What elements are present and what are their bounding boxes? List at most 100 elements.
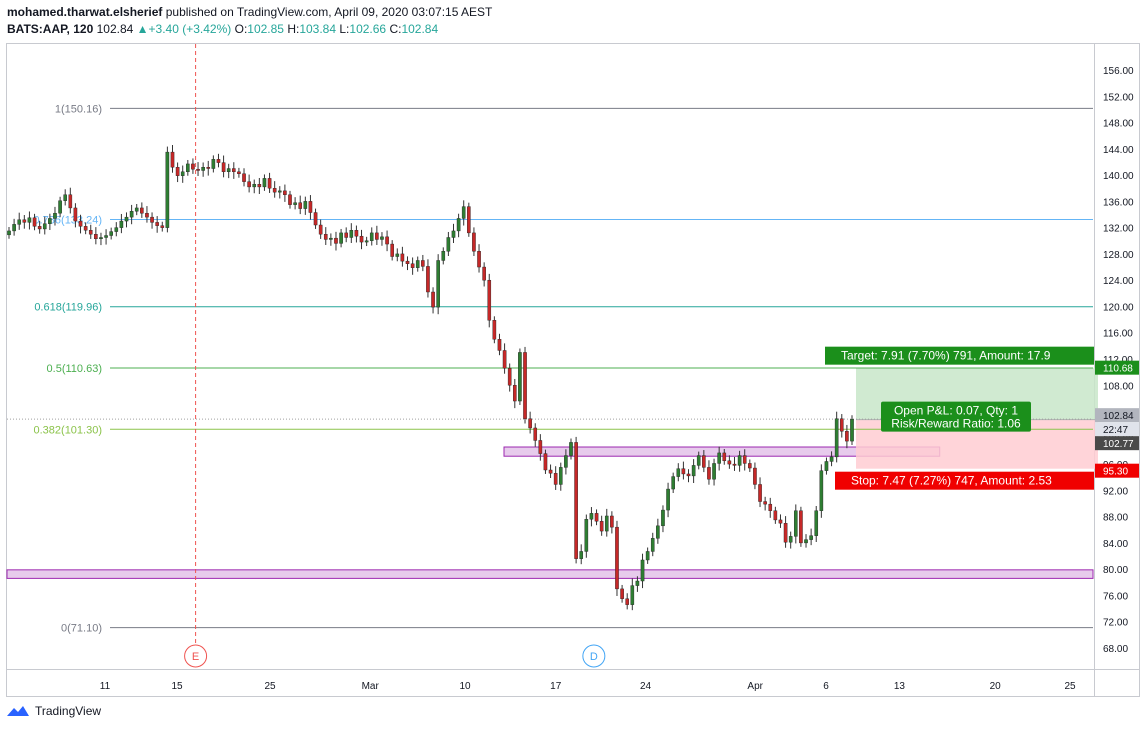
stop-price-tag-box [1095, 463, 1139, 478]
candle-body [584, 519, 589, 552]
candle-body [799, 510, 803, 544]
candle-body [834, 418, 839, 458]
candle-body [262, 178, 267, 188]
time-axis[interactable]: 11 15 25 Mar 10 17 24 Apr 6 13 20 25 [100, 681, 1076, 692]
open-label: O: [234, 22, 248, 36]
x-tick-label: 20 [990, 681, 1002, 692]
candle-body [257, 184, 262, 188]
candle-body [722, 452, 727, 462]
candle-body [410, 263, 415, 268]
event-label: E [192, 651, 199, 663]
candle-body [645, 551, 650, 561]
candle-body [94, 234, 98, 240]
author-name[interactable]: mohamed.tharwat.elsherief [7, 5, 163, 19]
candle-body [277, 190, 282, 193]
candle-body [839, 418, 844, 432]
candle-body [68, 194, 73, 209]
candle-body [375, 232, 379, 240]
y-tick-label: 124.00 [1103, 276, 1134, 287]
candle-body [472, 232, 476, 252]
x-tick-label: 15 [171, 681, 183, 692]
candle-body [329, 237, 333, 240]
candle-body [773, 510, 778, 521]
candle-body [436, 260, 440, 308]
y-tick-label: 92.00 [1103, 486, 1128, 497]
candle-body [63, 194, 67, 201]
candle-body [446, 237, 451, 252]
candle-body [696, 455, 701, 466]
pl-label: Open P&L: 0.07, Qty: 1 [894, 404, 1018, 418]
candle-body [405, 260, 410, 264]
supply-demand-zones [6, 446, 1094, 579]
candle-body [293, 202, 297, 205]
candle-body [579, 551, 584, 559]
y-tick-label: 156.00 [1103, 66, 1134, 77]
high-value: 103.84 [299, 22, 337, 36]
candle-body [548, 469, 553, 474]
y-tick-label: 144.00 [1103, 145, 1134, 156]
candle-body [150, 216, 154, 223]
candle-body [180, 171, 185, 176]
x-tick-label: 25 [1064, 681, 1076, 692]
candle-body [513, 385, 517, 402]
candle-body [661, 509, 665, 527]
candle-body [231, 168, 236, 173]
candle-body [461, 206, 466, 219]
y-tick-label: 72.00 [1103, 618, 1128, 629]
candle-body [415, 260, 420, 268]
price-tags: 110.68 102.84 22:47 102.77 95.30 [1095, 360, 1139, 478]
candle-body [635, 580, 640, 586]
y-tick-label: 68.00 [1103, 644, 1128, 655]
candle-body [298, 202, 303, 209]
fib-label: 0.618(119.96) [34, 302, 102, 314]
candle-body [528, 418, 532, 429]
candle-body [12, 224, 16, 232]
fibonacci-retracement[interactable]: 1(150.16)0.786(133.24)0.618(119.96)0.5(1… [7, 103, 1093, 635]
footer-brand[interactable]: TradingView [35, 704, 102, 718]
candle-body [395, 253, 400, 257]
candle-body [385, 236, 389, 245]
candle-body [313, 212, 318, 226]
candle-body [308, 201, 313, 213]
candle-body [104, 235, 108, 238]
candle-body [349, 230, 354, 238]
x-tick-label: 24 [640, 681, 652, 692]
y-tick-label: 132.00 [1103, 224, 1134, 235]
candle-body [753, 467, 757, 485]
candle-body [676, 468, 681, 477]
candle-body [400, 253, 405, 262]
candle-body [783, 523, 788, 543]
candle-body [656, 525, 660, 539]
candle-body [145, 212, 149, 218]
ohlc-line: BATS:AAP, 120 102.84 ▲+3.40 (+3.42%) O:1… [7, 21, 492, 38]
candle-body [441, 251, 446, 261]
y-tick-label: 112.00 [1103, 355, 1133, 366]
candle-body [242, 173, 246, 182]
candle-body [650, 538, 655, 552]
candle-body [814, 510, 819, 536]
candle-body [114, 227, 119, 232]
candle-body [272, 188, 277, 193]
x-tick-label: Mar [362, 681, 380, 692]
y-tick-label: 152.00 [1103, 92, 1134, 103]
fib-label: 0.5(110.63) [47, 363, 102, 375]
countdown-tag: 22:47 [1103, 425, 1128, 436]
candle-body [451, 230, 456, 238]
y-tick-label: 84.00 [1103, 539, 1128, 550]
fib-label: 1(150.16) [55, 103, 102, 115]
candle-body [497, 339, 502, 351]
candle-body [707, 467, 711, 480]
earnings-marker-icon [184, 644, 208, 668]
candle-body [359, 235, 364, 243]
candle-body [364, 240, 369, 243]
entry-price-tag-box [1095, 436, 1139, 451]
candle-body [267, 178, 272, 189]
candle-body [170, 151, 175, 168]
candle-body [742, 455, 747, 464]
candle-body [78, 220, 83, 227]
candle-body [538, 440, 543, 454]
candle-body [216, 159, 221, 163]
candle-body [160, 225, 165, 228]
candle-body [712, 463, 716, 480]
